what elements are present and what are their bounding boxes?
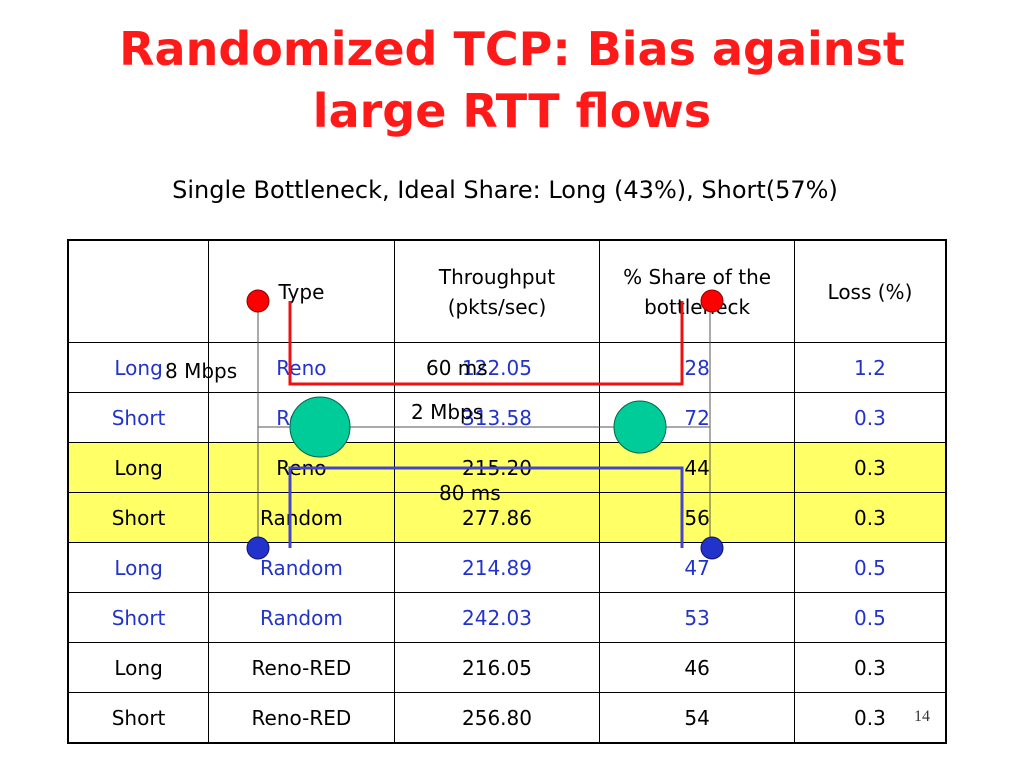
results-table: Type Throughput (pkts/sec) % Share of th… <box>67 239 947 744</box>
cell-share: 56 <box>599 492 795 543</box>
header-type: Type <box>208 239 395 343</box>
cell-flow: Short <box>67 492 210 543</box>
cell-type: Reno <box>208 442 395 493</box>
table-row: Long Random 214.89 47 0.5 <box>67 542 947 593</box>
cell-throughput: 256.80 <box>393 692 601 744</box>
table-row: Short Random 277.86 56 0.3 <box>67 492 947 543</box>
cell-share: 53 <box>599 592 795 643</box>
cell-flow: Short <box>67 692 210 744</box>
table-row: Short Random 242.03 53 0.5 <box>67 592 947 643</box>
cell-flow: Long <box>67 442 210 493</box>
cell-loss: 0.3 <box>793 392 947 443</box>
page-number: 14 <box>914 708 930 725</box>
cell-flow: Short <box>67 592 210 643</box>
cell-flow: Long <box>67 642 210 693</box>
table-row: Long Reno 215.20 44 0.3 <box>67 442 947 493</box>
delay-bottom-label: 80 ms <box>439 481 501 505</box>
header-loss: Loss (%) <box>793 239 947 343</box>
cell-share: 44 <box>599 442 795 493</box>
cell-throughput: 216.05 <box>393 642 601 693</box>
cell-throughput: 214.89 <box>393 542 601 593</box>
cell-type: Random <box>208 542 395 593</box>
table-row: Short Reno-RED 256.80 54 0.3 <box>67 692 947 744</box>
cell-throughput: 242.03 <box>393 592 601 643</box>
header-flow <box>67 239 210 343</box>
cell-loss: 0.3 <box>793 692 947 744</box>
cell-loss: 0.3 <box>793 492 947 543</box>
bottleneck-label: 2 Mbps <box>411 400 484 424</box>
cell-flow: Long <box>67 542 210 593</box>
link-left-label: 8 Mbps <box>165 359 238 383</box>
header-throughput: Throughput (pkts/sec) <box>393 239 601 343</box>
table-row: Long Reno-RED 216.05 46 0.3 <box>67 642 947 693</box>
cell-share: 46 <box>599 642 795 693</box>
cell-type: Random <box>208 492 395 543</box>
slide-subtitle: Single Bottleneck, Ideal Share: Long (43… <box>172 176 838 204</box>
cell-loss: 1.2 <box>793 342 947 393</box>
cell-loss: 0.3 <box>793 442 947 493</box>
table-header-row: Type Throughput (pkts/sec) % Share of th… <box>67 239 947 343</box>
cell-type: Reno-RED <box>208 642 395 693</box>
cell-flow: Short <box>67 392 210 443</box>
cell-type: Random <box>208 592 395 643</box>
cell-share: 47 <box>599 542 795 593</box>
cell-flow: Long <box>67 342 210 393</box>
cell-share: 54 <box>599 692 795 744</box>
header-share: % Share of the bottleneck <box>599 239 795 343</box>
table-row: Short Reno 313.58 72 0.3 <box>67 392 947 443</box>
slide-title-line-2: large RTT flows <box>312 84 712 138</box>
cell-share: 72 <box>599 392 795 443</box>
cell-share: 28 <box>599 342 795 393</box>
slide-title-line-1: Randomized TCP: Bias against <box>119 22 905 76</box>
cell-type: Reno-RED <box>208 692 395 744</box>
cell-loss: 0.5 <box>793 542 947 593</box>
cell-type: Reno <box>208 392 395 443</box>
cell-loss: 0.5 <box>793 592 947 643</box>
cell-loss: 0.3 <box>793 642 947 693</box>
delay-top-label: 60 ms <box>426 356 488 380</box>
slide-title: Randomized TCP: Bias against large RTT f… <box>0 18 1024 142</box>
cell-throughput: 313.58 <box>393 392 601 443</box>
